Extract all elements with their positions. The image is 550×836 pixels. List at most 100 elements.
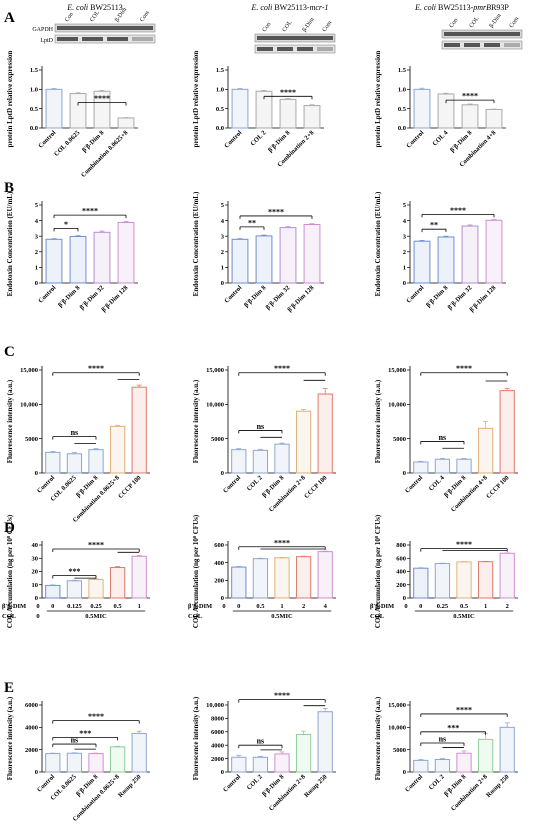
bar [274, 443, 290, 474]
bar [252, 449, 269, 474]
bar [317, 711, 333, 773]
bar [109, 425, 126, 474]
x-tick-label: CCCP 100 [117, 474, 143, 500]
col-row-label: COL [2, 613, 17, 620]
x-tick-label: Control [36, 773, 56, 793]
y-axis-label: Endotoxin Concentration (EU/mL) [192, 191, 200, 296]
y-tick-label: 15,000 [388, 367, 406, 374]
blot-gapdh-signal [257, 36, 333, 40]
y-tick-label: 0.0 [216, 125, 224, 132]
blot-lptd-band [254, 44, 336, 54]
row-label-b: B [4, 180, 14, 196]
blot-lane-label: COL [89, 10, 101, 24]
x-tick-label: 0.25 [437, 603, 449, 610]
sig-label: **** [280, 88, 296, 97]
y-tick-label: 5000 [211, 436, 224, 443]
x-tick-label: β'β-Dim 8 [425, 284, 450, 309]
y-tick-label: 15,000 [388, 702, 406, 709]
y-tick-label: 0.0 [398, 125, 406, 132]
sig-label: **** [274, 538, 290, 547]
x-tick-label: β'β-Dim 128 [468, 284, 498, 314]
x-tick-label: Control [36, 474, 56, 494]
y-tick-label: 2000 [211, 756, 224, 763]
blot-lptd-signal [317, 47, 333, 51]
y-axis-label: Endotoxin Concentration (EU/mL) [374, 191, 382, 296]
dim-value: 0 [36, 603, 39, 610]
bar [252, 756, 269, 773]
bar [45, 88, 63, 129]
blot-lptd-signal [107, 37, 128, 41]
bar [303, 224, 321, 284]
bar [231, 238, 249, 284]
x-tick-label: β'β-Dim 8 [57, 284, 82, 309]
bar [131, 732, 147, 773]
y-axis-label: Fluorescence intensity (a.u.) [192, 379, 200, 463]
y-tick-label: 0 [403, 470, 406, 477]
chart-panels: 0.0 0.5 1.0 1.5 protein LptD relative expres… [2, 51, 518, 823]
bar [66, 580, 83, 599]
blot-gapdh-signal [57, 26, 153, 30]
y-tick-label: 0 [403, 280, 406, 287]
sig-label: **** [82, 207, 98, 216]
sig-label: **** [94, 94, 110, 103]
blot-lptd-band [54, 34, 156, 44]
y-tick-label: 1 [35, 265, 38, 272]
x-tick-label: COL 2 [428, 773, 446, 791]
x-tick-label: Control [222, 474, 242, 494]
x-tick-label: β'β-Dim 8 [81, 129, 106, 154]
bar [231, 566, 247, 599]
y-tick-label: 600 [214, 542, 224, 549]
bar [499, 390, 515, 474]
sig-label: ns [439, 734, 447, 743]
sig-label: **** [88, 540, 104, 549]
y-tick-label: 1.5 [216, 67, 225, 74]
y-tick-label: 1 [221, 265, 224, 272]
bar [456, 458, 472, 474]
blot-lptd-signal [504, 43, 520, 47]
sig-label: * [64, 220, 68, 229]
y-axis-label: COL Accumulation (ng per 10⁸ CFUs) [6, 514, 14, 628]
sig-label: *** [79, 729, 91, 738]
dim-row-label: β'β-DIM [188, 603, 212, 610]
dim-row-label: β'β-DIM [370, 603, 394, 610]
x-tick-label: CCCP 100 [303, 474, 329, 500]
y-tick-label: 10,000 [388, 402, 406, 409]
y-tick-label: 5 [35, 202, 39, 209]
bar [93, 231, 111, 284]
dim-value: 0 [404, 603, 407, 610]
blot-lane-label: COL [282, 20, 294, 34]
x-tick-label: COL 4 [431, 129, 450, 148]
y-tick-label: 0 [221, 470, 224, 477]
col-value: 0 [36, 613, 39, 620]
y-tick-label: 400 [396, 569, 406, 576]
sig-label: ns [71, 428, 79, 437]
x-tick-label: Combination 0.0625+8 [80, 129, 130, 179]
y-tick-label: 1.0 [216, 87, 224, 94]
blot-lptd-signal [464, 43, 480, 47]
chart-c2: 0 5000 10,000 15,000 Fluorescence intensity … [192, 364, 336, 514]
sig-label: *** [68, 567, 80, 576]
chart-e2: 0 2000 4000 6000 8000 10,000 Fluorescence inte… [192, 691, 336, 813]
bar [109, 746, 126, 773]
y-tick-label: 2 [35, 249, 38, 256]
bar [477, 427, 494, 474]
sig-label: **** [462, 92, 478, 101]
x-tick-label: Control [404, 773, 424, 793]
bar [413, 759, 429, 773]
y-tick-label: 1.0 [30, 87, 38, 94]
blot-lane-label: Com [509, 16, 521, 29]
x-tick-label: Control [223, 129, 243, 149]
bar [434, 758, 451, 773]
x-tick-label: COL 2 [246, 773, 264, 791]
y-tick-label: 3 [35, 233, 39, 240]
blot-lane-label: COL [469, 16, 481, 30]
bar [295, 410, 312, 474]
chart-c3: 0 5000 10,000 15,000 Fluorescence intensity … [374, 364, 518, 514]
chart-a2: 0.0 0.5 1.0 1.5 protein LptD relative expres… [192, 51, 324, 169]
blot-lptd-signal [277, 47, 293, 51]
y-tick-label: 20 [32, 569, 39, 576]
y-axis-label: Fluorescence intensity (a.u.) [192, 696, 200, 780]
x-tick-label: COL 2 [249, 129, 267, 147]
